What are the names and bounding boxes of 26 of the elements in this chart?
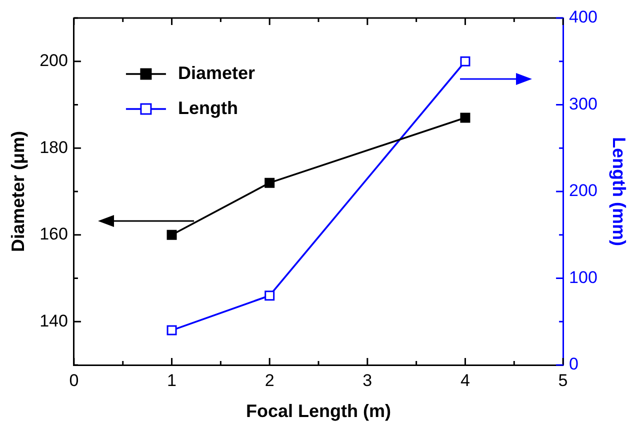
point [264,178,275,188]
y2-tick-label: 200 [569,181,598,200]
y2-tick-label: 300 [569,94,598,114]
point [460,112,470,123]
point [166,230,177,240]
y2-tick-label: 0 [569,354,579,374]
x-tick-label: 0 [69,370,79,390]
x-tick-label: 1 [167,370,177,390]
x-tick-label: 2 [264,370,274,390]
point [264,290,275,301]
y-tick-label: 140 [40,311,68,330]
x-tick-label: 5 [558,370,568,390]
y2-tick-label: 100 [569,268,598,287]
point [460,56,470,66]
y-tick-label: 160 [40,224,68,244]
y2-tick-label: 400 [569,8,598,27]
legend-label: Diameter [178,62,256,83]
x-axis-title: Focal Length (m) [246,401,391,422]
point [166,325,177,336]
legend-label: Length [178,98,238,118]
x-tick-label: 4 [460,370,470,390]
y-tick-label: 200 [40,51,68,70]
y-tick-label: 180 [40,138,68,157]
y-axis-title: Diameter (μm) [8,130,28,252]
y2-axis-title: Length (mm) [609,137,630,246]
x-tick-label: 3 [362,370,372,390]
